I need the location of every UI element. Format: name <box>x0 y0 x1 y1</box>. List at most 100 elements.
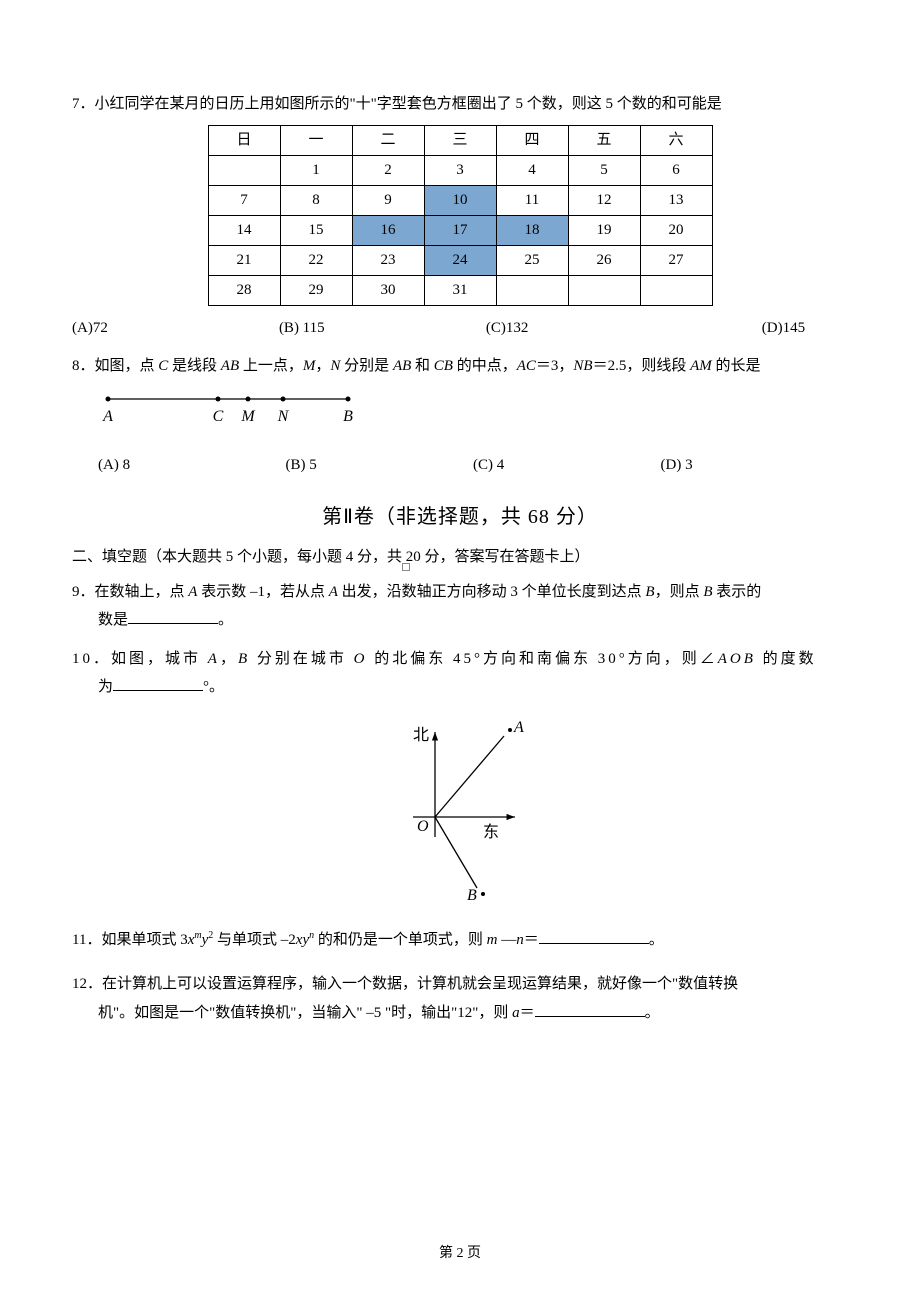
question-12: 12．在计算机上可以设置运算程序，输入一个数据，计算机就会呈现运算结果，就好像一… <box>72 970 848 1027</box>
q12-eq: ＝ <box>520 1005 535 1021</box>
q10-suf: °。 <box>203 679 224 695</box>
calendar-cell: 2 <box>352 155 424 185</box>
calendar-cell: 22 <box>280 245 352 275</box>
question-8: 8．如图，点 C 是线段 AB 上一点，M，N 分别是 AB 和 CB 的中点，… <box>72 352 848 480</box>
q9-b2: B <box>703 584 712 600</box>
calendar-cell: 3 <box>424 155 496 185</box>
q8-opt-b: (B) 5 <box>286 451 474 480</box>
svg-text:东: 东 <box>483 823 499 841</box>
q10-blank <box>113 677 203 691</box>
calendar-cell: 19 <box>568 215 640 245</box>
calendar-cell: 5 <box>568 155 640 185</box>
calendar-cell: 6 <box>640 155 712 185</box>
center-marker-icon <box>402 563 410 571</box>
q12-t1: 机"。如图是一个"数值转换机"，当输入" –5 "时，输出"12"，则 <box>98 1005 512 1021</box>
q8-opt-a: (A) 8 <box>98 451 286 480</box>
calendar-cell: 16 <box>352 215 424 245</box>
calendar-cell: 8 <box>280 185 352 215</box>
calendar-cell: 1 <box>280 155 352 185</box>
calendar-cell: 30 <box>352 275 424 305</box>
section-2-title: 第Ⅱ卷（非选择题，共 68 分） <box>72 500 848 529</box>
calendar-cell: 29 <box>280 275 352 305</box>
q11-t3: 的和仍是一个单项式，则 <box>314 932 487 948</box>
calendar-cell: 4 <box>496 155 568 185</box>
q11-t2: 与单项式 –2 <box>213 932 296 948</box>
calendar-cell: 25 <box>496 245 568 275</box>
q12-line2: 机"。如图是一个"数值转换机"，当输入" –5 "时，输出"12"，则 a＝。 <box>72 999 848 1028</box>
q9-l2p: 数是 <box>98 612 128 628</box>
q8-options: (A) 8 (B) 5 (C) 4 (D) 3 <box>72 451 848 480</box>
page-footer: 第 2 页 <box>0 1242 920 1262</box>
q10-b: B <box>238 651 250 667</box>
section-2-subtitle: 二、填空题（本大题共 5 个小题，每小题 4 分，共 20 分，答案写在答题卡上… <box>72 545 848 566</box>
q10-aob: AOB <box>718 651 756 667</box>
calendar-cell: 17 <box>424 215 496 245</box>
q11-m: m <box>194 930 201 941</box>
q11-t1: 11．如果单项式 3 <box>72 932 188 948</box>
calendar-header-cell: 五 <box>568 125 640 155</box>
q10-l2p: 为 <box>98 679 113 695</box>
svg-text:北: 北 <box>413 726 429 744</box>
q8-cb: CB <box>434 358 453 374</box>
q9-t2: 表示数 –1，若从点 <box>197 584 328 600</box>
q8-n: N <box>330 358 340 374</box>
q8-ac: AC <box>517 358 536 374</box>
q10-t5: 的度数 <box>756 651 817 667</box>
calendar-header-cell: 六 <box>640 125 712 155</box>
q7-options: (A)72 (B) 115 (C)132 (D)145 <box>72 314 848 343</box>
calendar-cell <box>208 155 280 185</box>
calendar-header-cell: 二 <box>352 125 424 155</box>
calendar-header-cell: 日 <box>208 125 280 155</box>
q9-blank <box>128 610 218 624</box>
q11-minus: — <box>498 932 517 948</box>
q9-t3: 出发，沿数轴正方向移动 3 个单位长度到达点 <box>338 584 646 600</box>
q10-o: O <box>354 651 368 667</box>
calendar-cell: 24 <box>424 245 496 275</box>
q8-t4: ， <box>315 358 330 374</box>
q8-t10: 的长是 <box>712 358 761 374</box>
q12-line1: 12．在计算机上可以设置运算程序，输入一个数据，计算机就会呈现运算结果，就好像一… <box>72 970 848 999</box>
question-11: 11．如果单项式 3xmy2 与单项式 –2xyn 的和仍是一个单项式，则 m … <box>72 926 848 955</box>
q8-ab2: AB <box>393 358 411 374</box>
question-10: 10．如图，城市 A，B 分别在城市 O 的北偏东 45°方向和南偏东 30°方… <box>72 645 848 902</box>
q10-figure: 北东OAB <box>72 712 848 902</box>
calendar-cell: 23 <box>352 245 424 275</box>
svg-text:C: C <box>213 408 224 425</box>
compass-svg: 北东OAB <box>375 712 545 902</box>
calendar-cell: 27 <box>640 245 712 275</box>
q10-t4: 的北偏东 45°方向和南偏东 30°方向，则∠ <box>367 651 717 667</box>
q8-opt-c: (C) 4 <box>473 451 661 480</box>
q11-mv: m <box>487 932 498 948</box>
q8-text: 8．如图，点 C 是线段 AB 上一点，M，N 分别是 AB 和 CB 的中点，… <box>72 352 848 381</box>
question-9: 9．在数轴上，点 A 表示数 –1，若从点 A 出发，沿数轴正方向移动 3 个单… <box>72 578 848 635</box>
q12-suf: 。 <box>645 1005 660 1021</box>
q10-line2: 为 °。 <box>72 673 848 702</box>
q10-a: A <box>208 651 220 667</box>
calendar-cell: 14 <box>208 215 280 245</box>
q11-text: 11．如果单项式 3xmy2 与单项式 –2xyn 的和仍是一个单项式，则 m … <box>72 926 848 955</box>
calendar-cell <box>568 275 640 305</box>
calendar-cell: 18 <box>496 215 568 245</box>
calendar-cell: 15 <box>280 215 352 245</box>
svg-text:A: A <box>102 408 113 425</box>
calendar-cell: 7 <box>208 185 280 215</box>
calendar-cell: 31 <box>424 275 496 305</box>
calendar-cell: 21 <box>208 245 280 275</box>
calendar-cell <box>496 275 568 305</box>
q7-text: 7．小红同学在某月的日历上用如图所示的"十"字型套色方框圈出了 5 个数，则这 … <box>72 90 848 119</box>
q11-suf: 。 <box>649 932 664 948</box>
calendar-cell: 12 <box>568 185 640 215</box>
q11-blank <box>539 930 649 944</box>
calendar-cell: 10 <box>424 185 496 215</box>
q8-t6: 和 <box>411 358 434 374</box>
svg-text:A: A <box>513 719 524 736</box>
question-7: 7．小红同学在某月的日历上用如图所示的"十"字型套色方框圈出了 5 个数，则这 … <box>72 90 848 342</box>
q8-t3: 上一点， <box>239 358 303 374</box>
q10-t3: 分别在城市 <box>250 651 354 667</box>
q8-t1: 8．如图，点 <box>72 358 158 374</box>
q8-t9: ＝2.5，则线段 <box>593 358 691 374</box>
q10-line1: 10．如图，城市 A，B 分别在城市 O 的北偏东 45°方向和南偏东 30°方… <box>72 645 848 674</box>
q9-t5: 表示的 <box>713 584 762 600</box>
svg-text:B: B <box>467 887 477 902</box>
calendar-header-cell: 三 <box>424 125 496 155</box>
